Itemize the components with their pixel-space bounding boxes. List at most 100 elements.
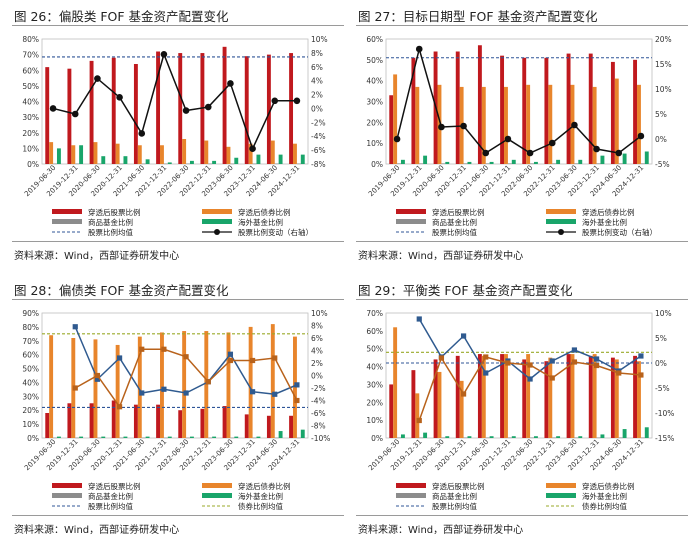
y-tick-label-left: 70% [366,309,383,318]
line-point [71,110,79,118]
bar [511,436,516,438]
line-point [548,139,556,147]
bar [522,57,527,164]
line-point [160,50,168,58]
chart-title: 图 28：偏债类 FOF 基金资产配置变化 [14,283,229,298]
line-point [549,375,555,381]
y-tick-label-right: 0% [311,372,323,381]
chart-area: 0% 10% 20% 30% 40% 50% 60% 70% 80% -8% -6% -4% -2% 0%… [22,35,327,237]
line-point [527,376,533,382]
y-tick-label-left: 30% [366,98,383,107]
bar [186,163,190,165]
line-point [616,370,622,376]
bar [441,437,446,439]
plot-frame [385,38,653,165]
y-tick-label-left: 50% [22,82,39,91]
y-tick-label-right: 8% [311,49,323,58]
bar [637,84,641,164]
bar [71,145,76,164]
bar [574,163,579,164]
legend-swatch [202,209,232,214]
bar [596,163,601,164]
bar [533,436,538,438]
bar [507,163,512,164]
line-point [482,149,490,157]
bar [477,45,482,164]
bar [477,354,482,438]
legend-label: 债券比例均值 [582,501,627,511]
bar [270,140,275,164]
bar [552,437,557,439]
y-tick-label-right: 4% [311,77,323,86]
chart-area: 0% 10% 20% 30% 40% 50% 60% 70% -15% -10% -5% 0% 5% 10… [366,309,674,511]
bar [437,371,442,438]
bar [485,163,490,164]
y-tick-label-right: -5% [655,384,670,393]
bar [489,161,494,164]
bar [230,437,235,439]
bar [67,68,72,164]
legend-label: 股票比例变动（右轴） [238,227,313,237]
y-tick-label-right: 6% [311,334,323,343]
y-tick-label-right: -4% [311,397,326,406]
bar [574,437,579,439]
y-tick-label-right: -2% [311,118,326,127]
legend-label: 股票比例均值 [88,227,133,237]
line-point [483,370,489,376]
legend-swatch-marker [558,229,564,235]
bar [445,161,450,164]
bar [222,46,227,164]
bar [481,86,486,164]
bar [511,159,516,164]
bar [133,64,138,164]
bar [463,163,468,164]
bar [226,332,231,438]
y-tick-label-right: 4% [311,347,323,356]
line-point [526,149,534,157]
bar [610,357,615,438]
bar [289,53,294,164]
y-tick-label-right: 15% [655,60,672,69]
bar [115,143,120,164]
legend-swatch [202,219,232,224]
bar [256,436,261,438]
bar [248,326,253,438]
line-point [294,382,300,388]
line-point [94,372,101,379]
bar [137,336,142,438]
bar [160,332,164,438]
title-divider [356,25,688,26]
line-point [571,359,578,365]
bar [552,163,557,164]
y-tick-label-left: 20% [366,398,383,407]
chart-panel-28: 图 28：偏债类 FOF 基金资产配置变化 0% 10% 20% 30% 40% 50% 6… [8,278,348,544]
y-tick-label-right: -8% [311,422,326,431]
chart-area: 0% 10% 20% 30% 40% 50% 60% 70% 80% 90% -10% -8% -6% -… [22,309,330,511]
bar [115,344,120,438]
bar [67,403,72,438]
y-tick-label-left: 40% [366,77,383,86]
y-tick-label-right: 8% [311,322,323,331]
bar [93,339,98,438]
bar [163,437,168,439]
line-point [393,135,401,143]
bar [481,355,486,438]
bar [640,163,645,164]
bar [600,155,605,164]
line-point [271,97,279,105]
legend-label: 股票比例均值 [88,501,133,511]
bar [588,53,593,165]
bar [53,437,57,439]
line-point [139,346,145,352]
bar [119,437,124,439]
legend-label: 商品基金比例 [432,491,477,501]
bar [230,163,235,165]
bar [633,59,638,165]
bar [592,86,597,164]
legend-label: 海外基金比例 [582,217,627,227]
y-tick-label-right: -6% [311,146,326,155]
bar [278,431,283,438]
bar [596,437,601,439]
bar [244,414,249,438]
bar [141,437,146,439]
